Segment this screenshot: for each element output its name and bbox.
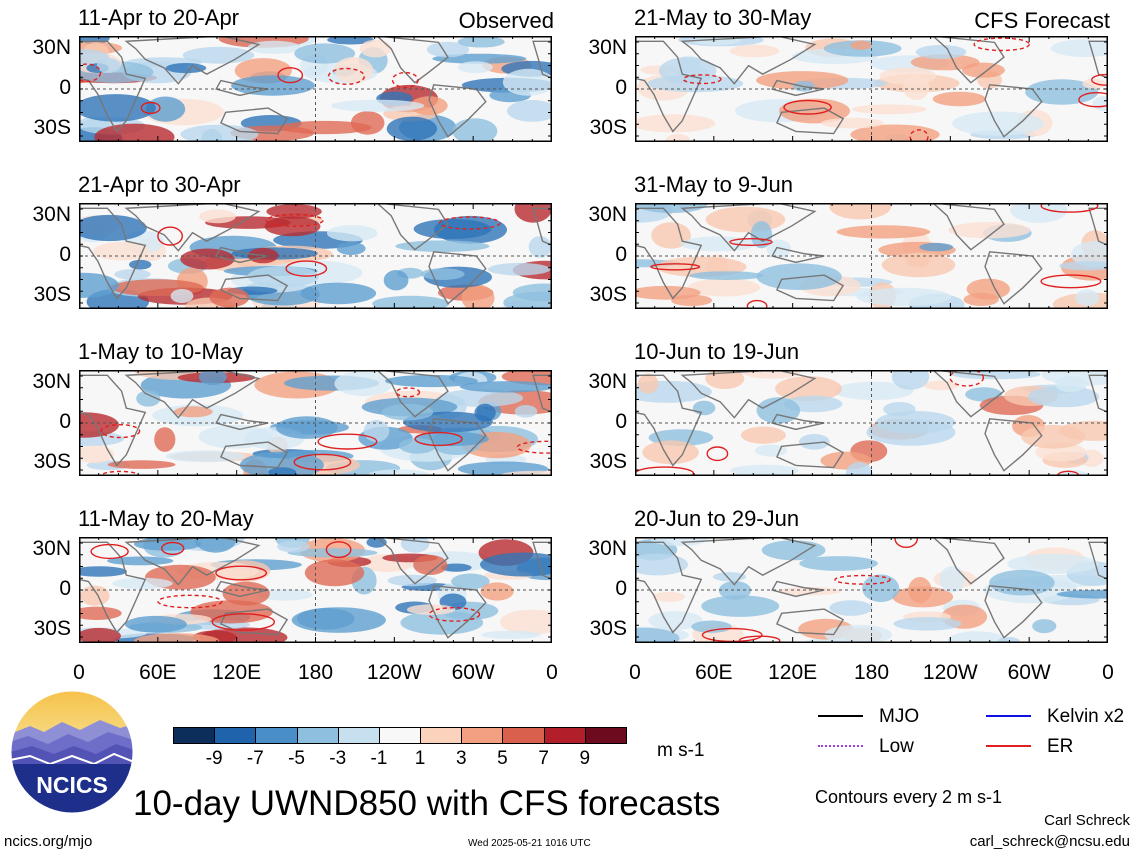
legend-swatch-kelvin-x2 bbox=[986, 715, 1031, 717]
footer-email[interactable]: carl_schreck@ncsu.edu bbox=[969, 833, 1130, 850]
lat-label: 0 bbox=[59, 577, 71, 600]
panel-title-r1: 31-May to 9-Jun bbox=[634, 172, 793, 197]
legend-label: Low bbox=[879, 736, 914, 757]
lat-label: 30S bbox=[589, 450, 627, 473]
lon-label: 60W bbox=[1007, 661, 1051, 684]
lat-label: 30N bbox=[32, 36, 71, 59]
panel-title-r2: 10-Jun to 19-Jun bbox=[634, 339, 800, 364]
observed-map-0 bbox=[79, 36, 552, 142]
lon-label: 60W bbox=[451, 661, 495, 684]
lat-label: 30S bbox=[589, 283, 627, 306]
legend-swatch-low bbox=[818, 745, 863, 747]
panel-title-l2: 1-May to 10-May bbox=[78, 339, 244, 364]
lat-label: 30S bbox=[33, 450, 71, 473]
lat-label: 0 bbox=[615, 410, 627, 433]
panel-title-l1: 21-Apr to 30-Apr bbox=[78, 172, 241, 197]
lat-label: 30S bbox=[33, 283, 71, 306]
colorbar-unit: m s-1 bbox=[657, 740, 705, 761]
colorbar-swatch bbox=[296, 727, 339, 744]
colorbar-swatch bbox=[461, 727, 504, 744]
lat-label: 0 bbox=[615, 76, 627, 99]
legend-swatch-mjo bbox=[818, 715, 863, 717]
lat-label: 30S bbox=[33, 617, 71, 640]
lon-label: 120E bbox=[768, 661, 818, 684]
colorbar-label: -1 bbox=[370, 748, 388, 769]
lat-label: 30N bbox=[32, 370, 71, 393]
colorbar-label: -3 bbox=[329, 748, 347, 769]
panel-title-l0: 11-Apr to 20-Apr bbox=[78, 5, 240, 30]
panel-title-r0: 21-May to 30-May bbox=[634, 5, 812, 30]
colorbar-swatch bbox=[173, 727, 216, 744]
forecast-map-0 bbox=[635, 36, 1108, 142]
colorbar-swatch bbox=[502, 727, 545, 744]
panel-tag-forecast: CFS Forecast bbox=[974, 8, 1110, 33]
lat-label: 0 bbox=[59, 243, 71, 266]
footer-author: Carl Schreck bbox=[1044, 812, 1130, 829]
forecast-map-2 bbox=[635, 370, 1108, 476]
lon-label: 180 bbox=[297, 661, 334, 684]
legend-swatch-er bbox=[986, 745, 1031, 747]
colorbar-label: 9 bbox=[579, 748, 591, 769]
footer-timestamp: Wed 2025-05-21 1016 UTC bbox=[468, 838, 591, 849]
colorbar-label: 1 bbox=[414, 748, 426, 769]
forecast-map-1 bbox=[635, 203, 1108, 309]
lon-label: 60E bbox=[139, 661, 177, 684]
lon-label: 120W bbox=[922, 661, 978, 684]
lat-label: 30N bbox=[32, 203, 71, 226]
lat-label: 30S bbox=[33, 116, 71, 139]
colorbar-label: -9 bbox=[205, 748, 223, 769]
ncics-logo: NCICS bbox=[10, 690, 134, 814]
contour-note: Contours every 2 m s-1 bbox=[815, 787, 1003, 807]
colorbar-swatch bbox=[255, 727, 298, 744]
lat-label: 0 bbox=[615, 243, 627, 266]
observed-map-3 bbox=[79, 537, 552, 643]
lat-label: 30S bbox=[589, 617, 627, 640]
forecast-map-3 bbox=[635, 537, 1108, 643]
colorbar-swatch bbox=[214, 727, 257, 744]
lat-label: 0 bbox=[615, 577, 627, 600]
colorbar-swatch bbox=[543, 727, 586, 744]
lat-label: 30N bbox=[588, 370, 627, 393]
lat-label: 30N bbox=[588, 537, 627, 560]
lat-label: 0 bbox=[59, 410, 71, 433]
logo-text: NCICS bbox=[36, 772, 108, 798]
colorbar-swatch bbox=[584, 727, 627, 744]
panel-title-r3: 20-Jun to 29-Jun bbox=[634, 506, 800, 531]
colorbar-label: 3 bbox=[455, 748, 467, 769]
lon-label: 120W bbox=[366, 661, 422, 684]
panel-tag-observed: Observed bbox=[458, 8, 554, 33]
lon-label: 0 bbox=[546, 661, 558, 684]
colorbar-swatch bbox=[378, 727, 422, 744]
lon-label: 0 bbox=[1102, 661, 1114, 684]
colorbar-swatch bbox=[337, 727, 380, 744]
lon-label: 120E bbox=[212, 661, 262, 684]
lat-label: 30N bbox=[588, 36, 627, 59]
lat-label: 30S bbox=[589, 116, 627, 139]
lon-label: 180 bbox=[853, 661, 890, 684]
legend-label: MJO bbox=[879, 706, 920, 727]
lon-label: 60E bbox=[695, 661, 733, 684]
colorbar-label: 5 bbox=[497, 748, 508, 769]
lat-label: 30N bbox=[588, 203, 627, 226]
main-title: 10-day UWND850 with CFS forecasts bbox=[133, 784, 721, 823]
footer-site[interactable]: ncics.org/mjo bbox=[4, 833, 93, 850]
legend-label: Kelvin x2 bbox=[1047, 706, 1125, 727]
lon-label: 0 bbox=[629, 661, 641, 684]
colorbar-label: -5 bbox=[288, 748, 305, 769]
colorbar-swatch bbox=[420, 727, 463, 744]
observed-map-2 bbox=[79, 370, 552, 476]
ncics-logo-icon: NCICS bbox=[10, 690, 134, 814]
panel-title-l3: 11-May to 20-May bbox=[78, 506, 254, 531]
lat-label: 0 bbox=[59, 76, 71, 99]
lat-label: 30N bbox=[32, 537, 71, 560]
observed-map-1 bbox=[79, 203, 552, 309]
lon-label: 0 bbox=[73, 661, 85, 684]
colorbar-label: -7 bbox=[246, 748, 264, 769]
colorbar-label: 7 bbox=[538, 748, 549, 769]
legend-label: ER bbox=[1047, 736, 1074, 757]
